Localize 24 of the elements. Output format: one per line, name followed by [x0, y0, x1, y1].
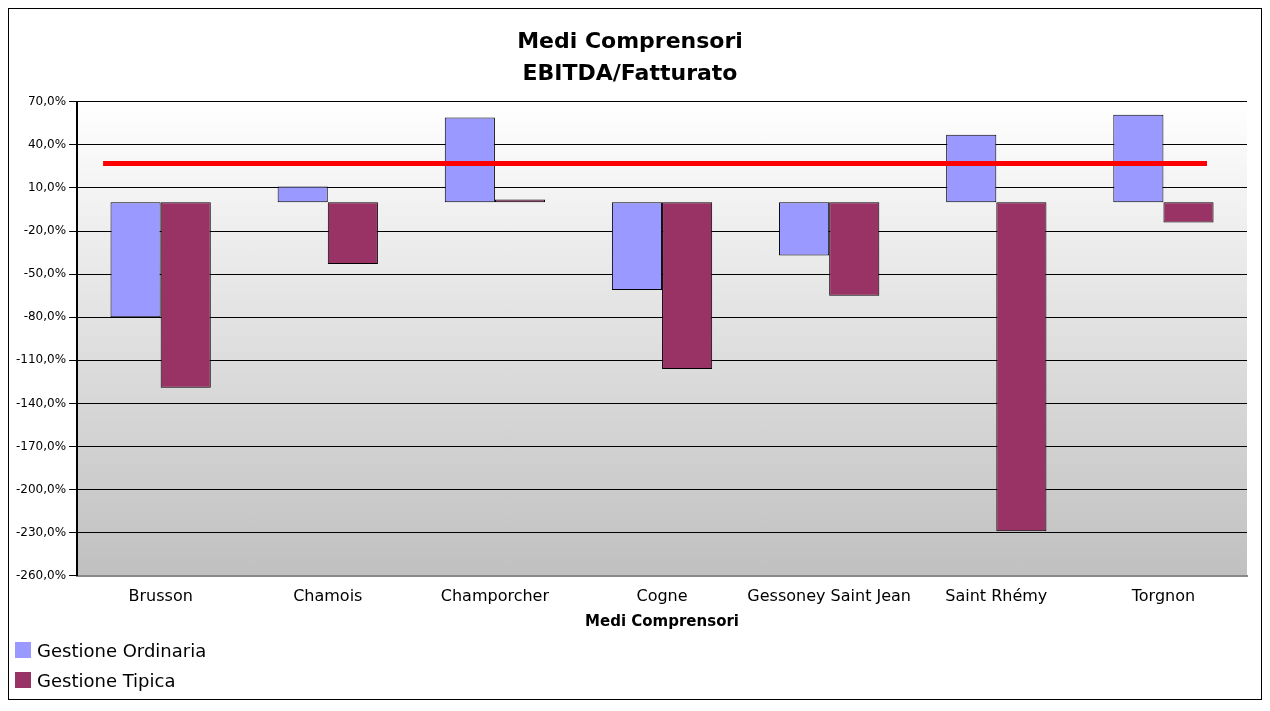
legend-label: Gestione Tipica — [37, 669, 176, 691]
y-tick-label: -260,0% — [15, 567, 67, 582]
x-tick-label: Torgnon — [1130, 585, 1196, 605]
y-tick-label: -230,0% — [15, 524, 67, 539]
y-tick-label: -170,0% — [15, 438, 67, 453]
y-tick-label: -110,0% — [15, 352, 67, 367]
y-tick-label: -140,0% — [15, 395, 67, 410]
y-tick-label: -20,0% — [23, 223, 67, 238]
y-tick-label: 10,0% — [27, 180, 67, 195]
x-tick-label: Gessoney Saint Jean — [747, 585, 911, 605]
x-tick-label: Cogne — [636, 585, 688, 605]
y-tick-label: 40,0% — [27, 137, 67, 152]
x-tick-label: Saint Rhémy — [945, 585, 1048, 605]
y-tick-label: 70,0% — [27, 93, 67, 108]
x-tick-label: Chamois — [293, 585, 363, 605]
y-tick-label: -200,0% — [15, 481, 67, 496]
chart-title: Medi Comprensori — [517, 27, 743, 53]
y-tick-label: -50,0% — [23, 266, 67, 281]
chart-subtitle: EBITDA/Fatturato — [522, 60, 738, 86]
x-axis-title: Medi Comprensori — [585, 611, 739, 630]
y-tick-label: -80,0% — [23, 309, 67, 324]
legend-label: Gestione Ordinaria — [37, 639, 207, 661]
x-tick-label: Champorcher — [440, 585, 550, 605]
x-tick-label: Brusson — [128, 585, 193, 605]
